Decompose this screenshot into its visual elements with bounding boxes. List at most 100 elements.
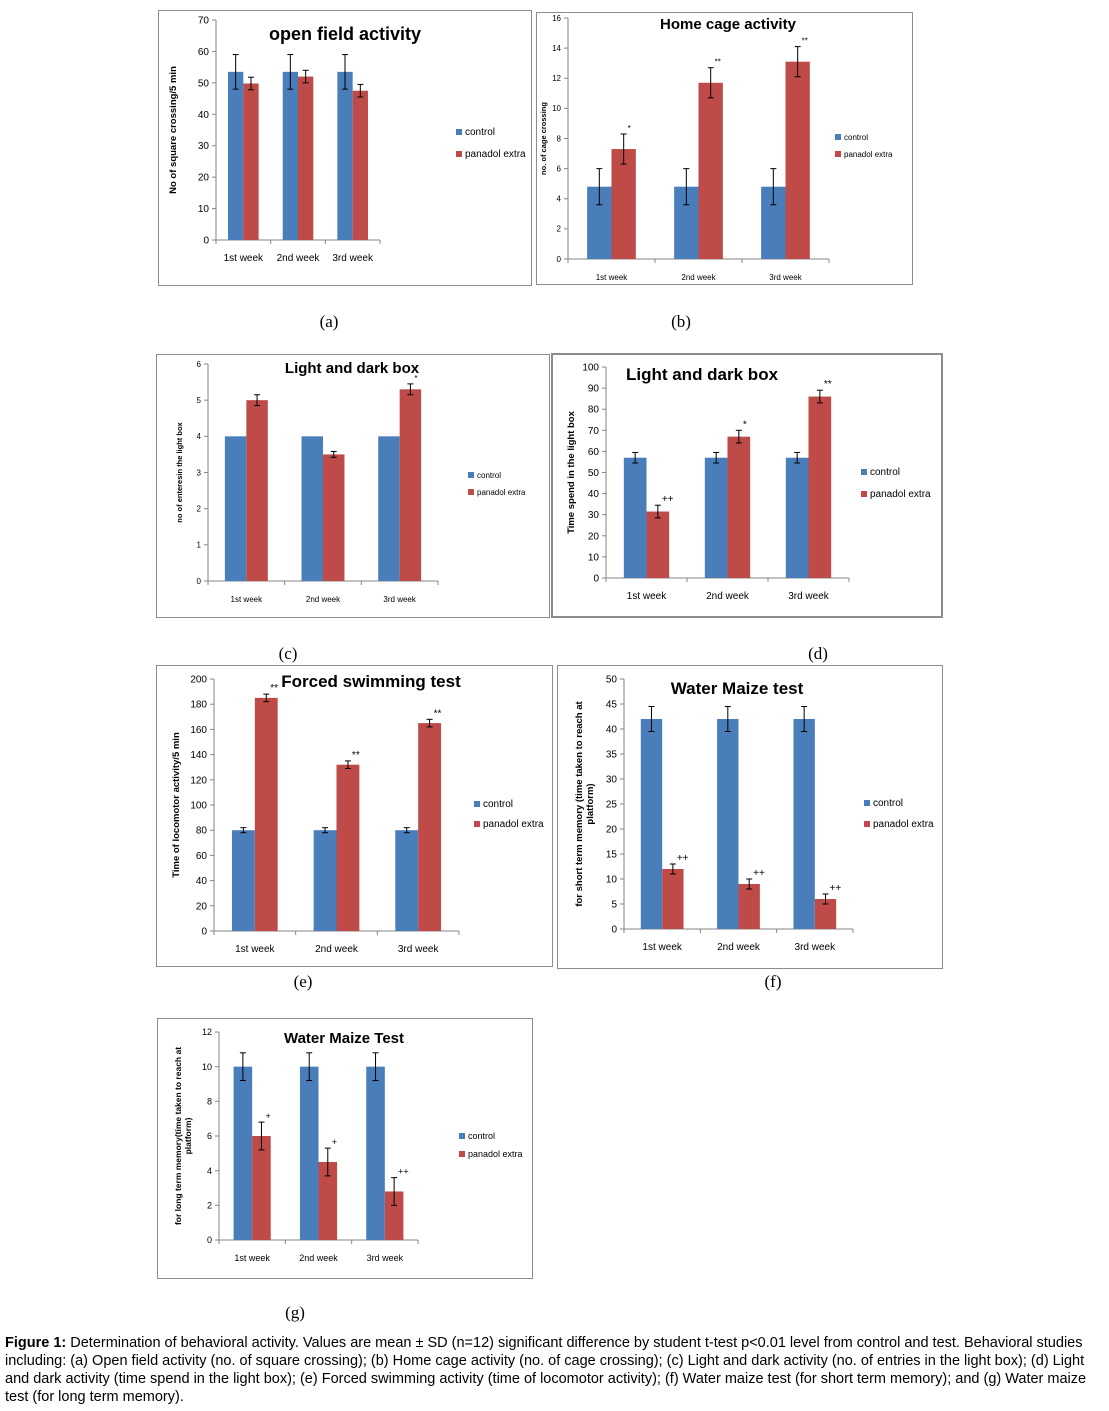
x-tick-label: 1st week — [627, 591, 667, 602]
y-tick-label: 0 — [201, 927, 207, 938]
bar-panadol — [254, 697, 278, 931]
bar-control — [282, 71, 298, 240]
bar-panadol — [814, 899, 837, 929]
significance-mark: + — [332, 1137, 337, 1147]
y-tick-label: 0 — [197, 577, 202, 586]
chart-panel-c: 0 1 2 3 4 5 6 1st week 2nd week 3rd week * Light an… — [156, 354, 550, 618]
bar-panadol — [246, 400, 268, 581]
legend-label: control — [477, 471, 501, 480]
bar-control — [395, 830, 419, 931]
significance-mark: + — [265, 1111, 270, 1121]
bar-control — [366, 1066, 385, 1240]
y-axis-label: no. of cage crossing — [539, 102, 548, 175]
legend-swatch — [474, 801, 480, 807]
significance-mark: ** — [434, 708, 442, 719]
significance-mark: * — [743, 419, 747, 430]
chart-title: Forced swimming test — [281, 672, 461, 691]
y-tick-label: 20 — [196, 901, 208, 912]
y-tick-label: 50 — [588, 468, 600, 479]
legend-label: control — [468, 1131, 495, 1141]
legend-label: panadol extra — [468, 1149, 523, 1159]
bar-panadol — [352, 90, 368, 240]
x-tick-label: 3rd week — [769, 273, 802, 282]
significance-mark: ++ — [753, 868, 765, 879]
bar-control — [785, 457, 809, 578]
y-tick-label: 4 — [207, 1166, 212, 1176]
chart-svg: 0 10 20 30 40 50 60 70 1st week 2nd week 3rd week o… — [158, 10, 532, 286]
chart-svg: 0 20 40 60 80 100 120 140 160 180 200 1st week ** 2nd… — [156, 665, 553, 967]
legend-swatch — [861, 491, 867, 497]
legend-swatch — [459, 1151, 465, 1157]
y-tick-label: 8 — [207, 1096, 212, 1106]
chart-panel-e: 0 20 40 60 80 100 120 140 160 180 200 1st week ** 2nd… — [156, 665, 553, 967]
significance-mark: * — [414, 374, 417, 383]
legend-swatch — [456, 129, 462, 135]
y-tick-label: 20 — [606, 825, 618, 836]
x-tick-label: 2nd week — [717, 942, 761, 953]
y-tick-label: 10 — [198, 204, 210, 215]
bar-panadol — [318, 1162, 338, 1240]
y-tick-label: 70 — [588, 426, 600, 437]
y-tick-label: 50 — [198, 78, 210, 89]
bar-control — [337, 71, 353, 240]
x-tick-label: 3rd week — [398, 944, 440, 955]
chart-title: Light and dark box — [285, 360, 420, 377]
y-tick-label: 6 — [207, 1131, 212, 1141]
x-tick-label: 2nd week — [681, 273, 716, 282]
legend-label: control — [870, 467, 900, 478]
bar-control — [233, 1066, 253, 1240]
x-tick-label: 1st week — [234, 1253, 270, 1263]
legend-label: panadol extra — [465, 149, 526, 160]
bar-panadol — [252, 1136, 271, 1240]
y-tick-label: 45 — [606, 700, 618, 711]
y-tick-label: 2 — [557, 225, 562, 234]
bar-panadol — [418, 723, 442, 931]
bar-panadol — [727, 436, 751, 578]
y-tick-label: 14 — [552, 44, 561, 53]
significance-mark: ++ — [830, 883, 842, 894]
y-tick-label: 0 — [593, 574, 599, 585]
y-tick-label: 180 — [190, 700, 207, 711]
y-tick-label: 0 — [207, 1235, 212, 1245]
x-tick-label: 3rd week — [383, 595, 416, 604]
y-tick-label: 16 — [552, 14, 561, 23]
legend-label: control — [844, 133, 868, 142]
chart-panel-d: 0 10 20 30 40 50 60 70 80 90 100 1st week ++ 2nd week… — [551, 353, 943, 618]
y-tick-label: 20 — [198, 173, 210, 184]
bar-panadol — [611, 149, 636, 259]
bar-panadol — [323, 454, 345, 581]
y-tick-label: 25 — [606, 800, 618, 811]
y-tick-label: 40 — [196, 876, 208, 887]
bar-control — [231, 830, 255, 931]
chart-title: Water Maize Test — [284, 1030, 404, 1047]
bar-control — [793, 719, 815, 929]
bar-panadol — [785, 61, 810, 260]
x-tick-label: 2nd week — [306, 595, 341, 604]
bar-control — [301, 436, 323, 581]
significance-mark: ++ — [398, 1167, 409, 1177]
legend-swatch — [468, 489, 474, 495]
significance-mark: ** — [715, 58, 721, 67]
sublabel-g: (g) — [285, 1303, 305, 1322]
x-tick-label: 3rd week — [795, 942, 837, 953]
y-tick-label: 15 — [606, 850, 618, 861]
y-tick-label: 8 — [557, 134, 562, 143]
y-tick-label: 5 — [197, 396, 202, 405]
x-tick-label: 2nd week — [277, 253, 321, 264]
legend-label: control — [465, 127, 495, 138]
y-tick-label: 30 — [588, 510, 600, 521]
chart-panel-f: 0 5 10 15 20 25 30 35 40 45 50 1st week ++ 2nd week ++… — [557, 665, 943, 969]
y-tick-label: 6 — [557, 164, 562, 173]
bar-control — [704, 457, 728, 578]
sublabel-f: (f) — [764, 972, 782, 991]
y-tick-label: 40 — [198, 110, 210, 121]
legend-label: panadol extra — [483, 819, 544, 830]
y-tick-label: 10 — [588, 552, 600, 563]
chart-title: Water Maize test — [671, 679, 804, 698]
bar-panadol — [384, 1191, 404, 1240]
bar-panadol — [808, 396, 832, 578]
legend-label: panadol extra — [873, 819, 934, 830]
y-axis-label: for short term memory (time taken to rea… — [574, 700, 596, 906]
x-tick-label: 1st week — [224, 253, 264, 264]
y-tick-label: 90 — [588, 384, 600, 395]
